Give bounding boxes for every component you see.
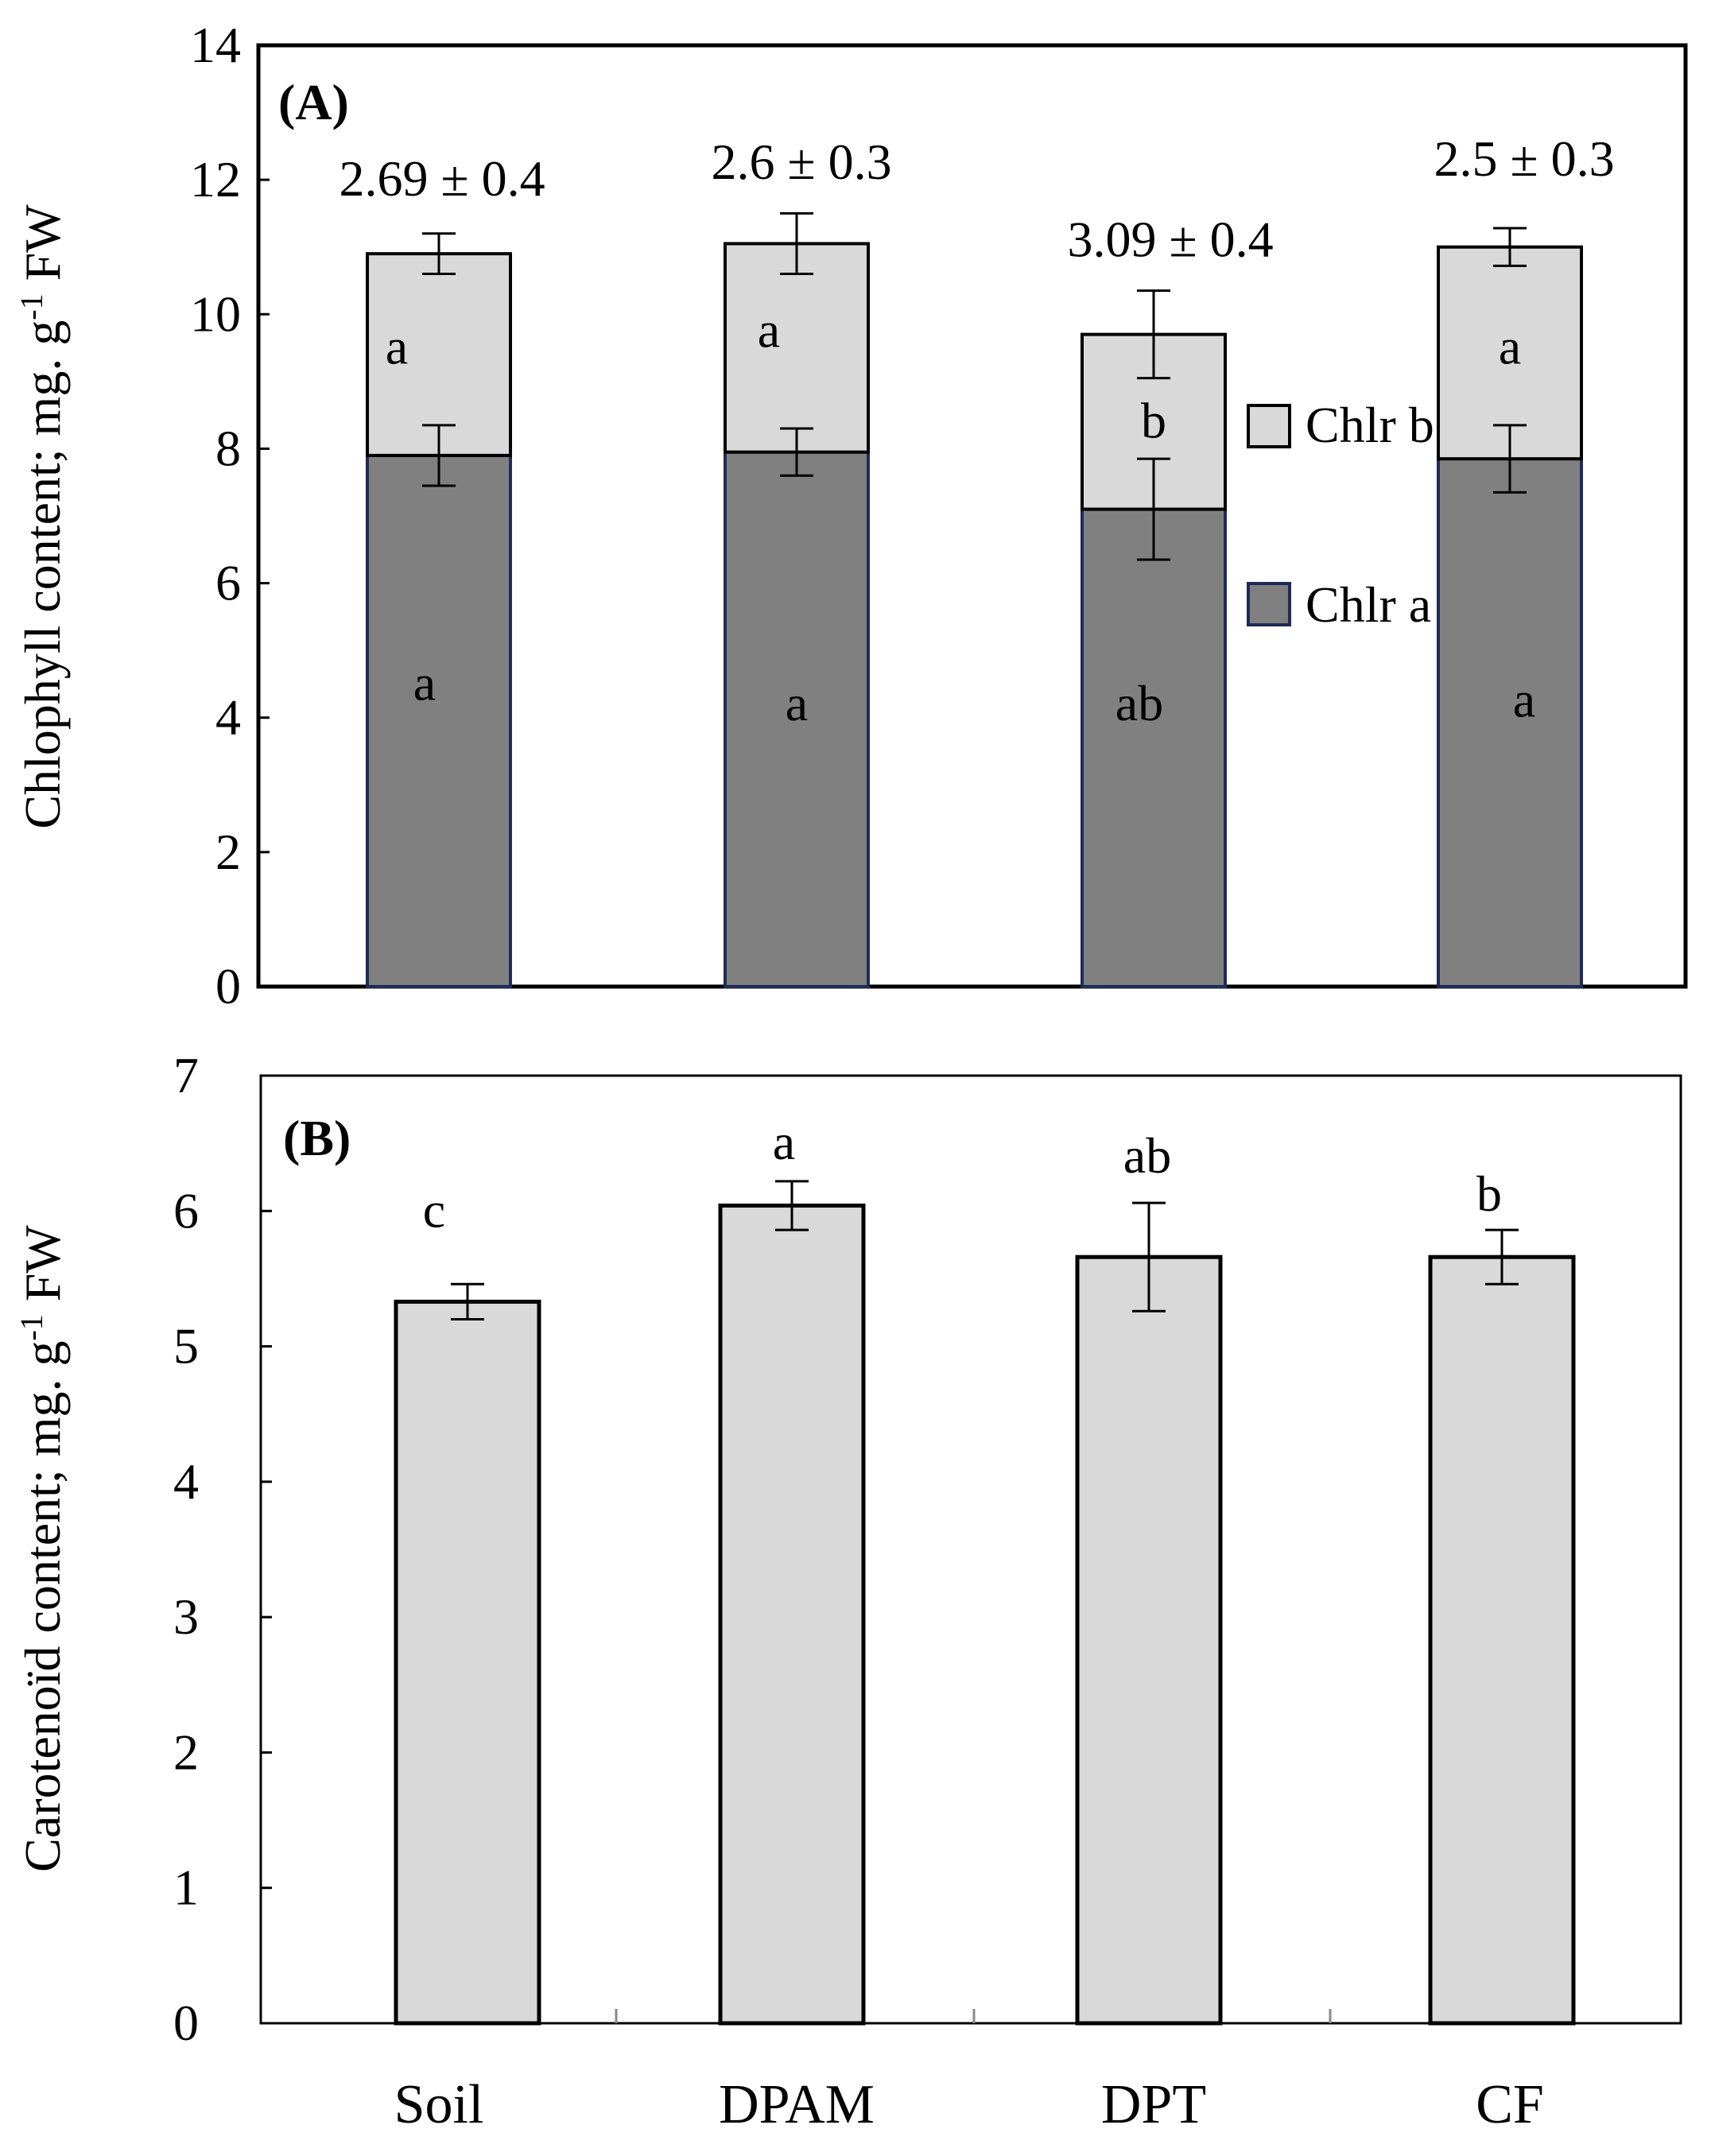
bar-chlr-a-dpt	[1081, 507, 1227, 988]
panel-b-y-axis-title-sup: -1	[14, 1314, 49, 1340]
panel-b-y-tick-label: 0	[173, 1995, 199, 2051]
panel-a-y-tick-label: 2	[215, 824, 241, 880]
panel-b-y-tick-label: 4	[173, 1453, 199, 1510]
bar-carotenoid-soil	[394, 1299, 541, 2026]
bar-chlr-a-soil	[366, 453, 512, 988]
legend-label-chlr-a: Chlr a	[1306, 576, 1431, 633]
panel-b-y-axis-title: Carotenoïd content; mg. g-1 FW	[14, 1225, 72, 1872]
ratio-label-dpt: 3.09 ± 0.4	[1067, 211, 1273, 267]
legend-swatch-chlr-b	[1247, 404, 1291, 448]
panel-a-label: (A)	[278, 74, 349, 130]
legend-label-chlr-b: Chlr b	[1306, 397, 1434, 453]
panel-a-y-tick-label: 8	[215, 420, 241, 476]
panel-a-plot-frame	[256, 43, 1688, 989]
bar-chlr-b-dpam	[724, 242, 870, 454]
letter-chlr-b-cf: a	[1499, 319, 1521, 375]
panel-a-y-tick-label: 0	[215, 958, 241, 1014]
bar-chlr-a-dpam	[724, 450, 870, 988]
bar-carotenoid-cf	[1428, 1254, 1576, 2026]
letter-carotenoid-soil: c	[423, 1181, 445, 1238]
x-category-label-cf: CF	[1476, 2074, 1544, 2135]
panel-a-y-tick-label: 12	[190, 151, 241, 207]
letter-chlr-b-dpam: a	[758, 301, 780, 358]
panel-b-y-tick-label: 2	[173, 1724, 199, 1780]
ratio-label-dpam: 2.6 ± 0.3	[711, 134, 891, 190]
ratio-label-soil: 2.69 ± 0.4	[339, 150, 545, 207]
x-category-label-dpam: DPAM	[719, 2074, 875, 2135]
panel-a-y-axis-title-sup: -1	[14, 293, 49, 320]
panel-b-carotenoid-chart: 0 1 2 3 4 5 6 7 c a ab b (B) Carotenoïd content; mg. …	[14, 1047, 1682, 2051]
ratio-label-cf: 2.5 ± 0.3	[1434, 130, 1614, 187]
panel-a-y-axis-title-main: Chlophyll content; mg. g	[14, 320, 71, 829]
letter-chlr-a-dpt: ab	[1115, 675, 1163, 731]
shared-x-axis-categories: Soil DPAM DPT CF	[394, 2074, 1544, 2135]
x-category-label-soil: Soil	[394, 2074, 484, 2135]
panel-b-y-tick-label: 7	[173, 1047, 199, 1103]
letter-chlr-b-soil: a	[386, 319, 408, 375]
bar-chlr-a-cf	[1437, 457, 1583, 988]
letter-chlr-a-dpam: a	[786, 675, 808, 731]
letter-carotenoid-dpt: ab	[1123, 1127, 1171, 1184]
panel-b-y-axis-title-suffix: FW	[14, 1225, 71, 1315]
panel-b-label: (B)	[283, 1110, 351, 1166]
panel-b-y-tick-label: 1	[173, 1859, 199, 1916]
letter-chlr-b-dpt: b	[1141, 393, 1166, 449]
letter-chlr-a-soil: a	[413, 654, 436, 711]
panel-a-y-tick-label: 10	[190, 285, 241, 342]
letter-chlr-a-cf: a	[1513, 672, 1535, 728]
bar-carotenoid-dpt	[1075, 1254, 1223, 2026]
letter-carotenoid-dpam: a	[773, 1114, 795, 1170]
x-category-label-dpt: DPT	[1101, 2074, 1206, 2135]
panel-b-y-tick-label: 6	[173, 1182, 199, 1239]
panel-a-y-tick-label: 4	[215, 689, 241, 746]
legend-swatch-chlr-a	[1247, 582, 1291, 626]
panel-b-y-tick-label: 3	[173, 1588, 199, 1645]
panel-b-plot-frame	[259, 1074, 1682, 2025]
panel-a-y-axis-title-suffix: FW	[14, 204, 71, 294]
panel-a-y-tick-label: 6	[215, 555, 241, 611]
panel-a-y-axis-title: Chlophyll content; mg. g-1 FW	[14, 204, 72, 829]
panel-b-y-tick-label: 5	[173, 1318, 199, 1375]
bar-chlr-b-cf	[1437, 245, 1583, 461]
letter-carotenoid-cf: b	[1476, 1165, 1502, 1222]
panel-a-y-tick-label: 14	[190, 17, 241, 73]
bar-carotenoid-dpam	[718, 1203, 866, 2026]
panel-b-y-axis-title-main: Carotenoïd content; mg. g	[14, 1341, 71, 1872]
